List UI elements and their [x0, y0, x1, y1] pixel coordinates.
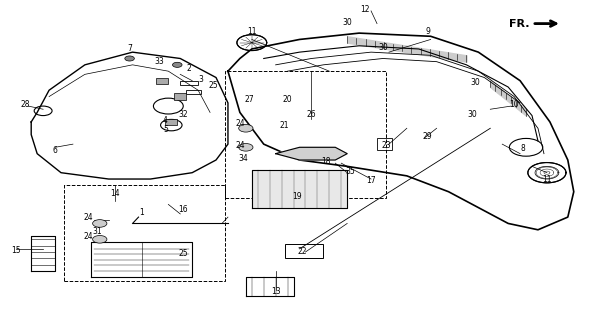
- Text: FR.: FR.: [509, 19, 529, 28]
- Bar: [174, 93, 186, 100]
- Text: 20: 20: [283, 95, 292, 104]
- Text: 24: 24: [83, 232, 93, 241]
- Text: 9: 9: [425, 27, 430, 36]
- Circle shape: [93, 236, 107, 243]
- Text: 34: 34: [238, 154, 248, 163]
- Text: 24: 24: [235, 141, 244, 150]
- Text: 15: 15: [11, 246, 21, 255]
- Text: 33: 33: [155, 57, 164, 66]
- Text: 18: 18: [322, 157, 331, 166]
- Text: 27: 27: [244, 95, 253, 104]
- Text: 8: 8: [521, 144, 525, 153]
- Circle shape: [173, 62, 182, 68]
- Text: 35: 35: [345, 167, 355, 176]
- Text: 6: 6: [53, 146, 58, 155]
- Bar: [225, 71, 386, 198]
- Text: 2: 2: [187, 63, 192, 73]
- Text: 11: 11: [247, 27, 256, 36]
- Text: 16: 16: [179, 205, 188, 214]
- Text: 25: 25: [208, 81, 218, 90]
- Text: 24: 24: [235, 119, 244, 128]
- Text: 14: 14: [110, 189, 119, 198]
- Text: 4: 4: [163, 116, 168, 125]
- Text: 7: 7: [127, 44, 132, 53]
- Circle shape: [238, 124, 253, 132]
- Text: 29: 29: [423, 132, 432, 141]
- Bar: [64, 185, 225, 281]
- Text: 1: 1: [139, 208, 144, 217]
- Text: 22: 22: [298, 247, 307, 257]
- Text: 30: 30: [378, 43, 388, 52]
- Text: 21: 21: [280, 121, 289, 130]
- Text: 24: 24: [83, 212, 93, 222]
- Circle shape: [238, 143, 253, 151]
- Text: 23: 23: [381, 141, 391, 150]
- Text: 5: 5: [163, 125, 168, 134]
- Text: 26: 26: [307, 109, 316, 118]
- Text: 32: 32: [179, 109, 188, 118]
- Bar: [165, 119, 177, 125]
- Bar: [156, 77, 168, 84]
- Text: 31: 31: [92, 227, 102, 236]
- Polygon shape: [276, 147, 347, 160]
- Text: 13: 13: [271, 287, 280, 296]
- Text: 28: 28: [20, 100, 30, 109]
- Bar: [377, 138, 392, 150]
- Text: 30: 30: [342, 18, 352, 27]
- Text: 25: 25: [179, 249, 188, 258]
- Text: 30: 30: [470, 78, 480, 87]
- Text: 30: 30: [468, 109, 477, 118]
- Circle shape: [93, 220, 107, 227]
- Bar: [285, 244, 323, 258]
- Text: 3: 3: [199, 75, 204, 84]
- Text: 19: 19: [292, 192, 301, 201]
- Text: 12: 12: [361, 5, 370, 14]
- Circle shape: [125, 56, 134, 61]
- Text: 11: 11: [542, 174, 552, 184]
- Text: 17: 17: [366, 176, 376, 185]
- Text: 10: 10: [509, 100, 519, 109]
